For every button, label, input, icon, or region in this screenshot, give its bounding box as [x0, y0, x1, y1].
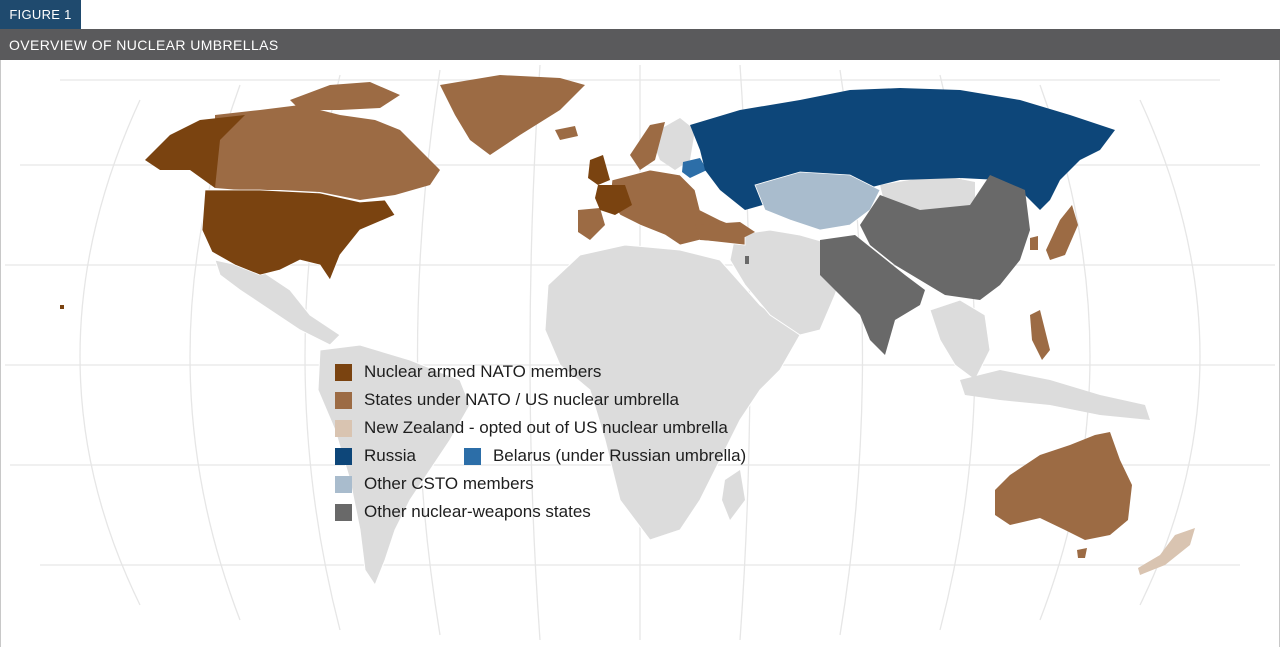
- legend-row: New Zealand - opted out of US nuclear um…: [335, 414, 795, 442]
- greenland-region: [440, 75, 585, 155]
- legend-item: Nuclear armed NATO members: [335, 362, 601, 382]
- figure-tag: FIGURE 1: [0, 0, 81, 29]
- israel-region: [745, 256, 749, 264]
- world-map: [5, 64, 1275, 641]
- legend-label: Nuclear armed NATO members: [364, 362, 602, 381]
- iberia-region: [578, 208, 605, 240]
- legend-label: New Zealand - opted out of US nuclear um…: [364, 418, 728, 437]
- middle-east-region: [729, 229, 846, 336]
- legend-row: States under NATO / US nuclear umbrella: [335, 386, 795, 414]
- csto-region: [754, 171, 881, 231]
- legend-swatch: [335, 475, 352, 493]
- indonesia-region: [960, 370, 1150, 420]
- hawaii-region: [60, 305, 64, 309]
- turkey-region: [695, 222, 755, 242]
- south-korea-region: [1030, 236, 1038, 250]
- legend-label: Belarus (under Russian umbrella): [492, 446, 747, 465]
- new-zealand-region: [1138, 528, 1195, 575]
- map-legend: Nuclear armed NATO members States under N…: [335, 358, 795, 526]
- madagascar-region: [722, 470, 745, 520]
- legend-swatch: [335, 391, 352, 409]
- france-region: [595, 185, 632, 215]
- southeast-asia-region: [929, 299, 991, 381]
- legend-row: Other nuclear-weapons states: [335, 498, 795, 526]
- japan-region: [1046, 205, 1078, 260]
- mexico-central-america: [214, 259, 341, 346]
- norway-region: [630, 122, 665, 170]
- china-region: [860, 175, 1030, 300]
- legend-item: Russia: [335, 446, 416, 466]
- legend-swatch: [335, 419, 352, 437]
- legend-row: Russia Belarus (under Russian umbrella): [335, 442, 795, 470]
- legend-item: Belarus (under Russian umbrella): [463, 446, 747, 466]
- legend-swatch: [463, 447, 481, 465]
- belarus-region: [682, 158, 707, 178]
- legend-item: Other CSTO members: [335, 474, 534, 494]
- legend-swatch: [335, 447, 352, 465]
- legend-row: Other CSTO members: [335, 470, 795, 498]
- south-asia-region: [820, 235, 925, 355]
- legend-item: New Zealand - opted out of US nuclear um…: [335, 418, 728, 438]
- usa-region: [201, 189, 396, 281]
- africa-region: [544, 244, 801, 541]
- iceland-region: [555, 126, 578, 140]
- legend-swatch: [335, 503, 352, 521]
- legend-label: Other CSTO members: [364, 474, 534, 493]
- legend-swatch: [335, 363, 352, 381]
- legend-label: States under NATO / US nuclear umbrella: [364, 390, 679, 409]
- tasmania-region: [1077, 548, 1087, 558]
- legend-label: Russia: [364, 446, 416, 465]
- arctic-islands: [290, 82, 400, 110]
- legend-item: Other nuclear-weapons states: [335, 502, 591, 522]
- philippines-region: [1030, 310, 1050, 360]
- alaska-region: [145, 115, 245, 188]
- australia-region: [995, 432, 1132, 540]
- figure-title: OVERVIEW OF NUCLEAR UMBRELLAS: [0, 29, 1280, 60]
- uk-region: [588, 155, 610, 185]
- legend-item: States under NATO / US nuclear umbrella: [335, 390, 679, 410]
- legend-label: Other nuclear-weapons states: [364, 502, 591, 521]
- legend-row: Nuclear armed NATO members: [335, 358, 795, 386]
- canada-region: [215, 105, 440, 200]
